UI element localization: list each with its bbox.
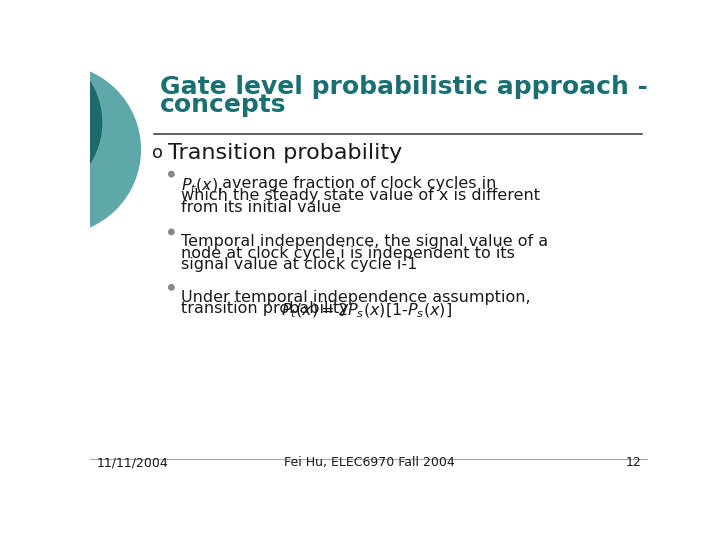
Circle shape	[0, 65, 140, 234]
Circle shape	[168, 229, 174, 234]
Text: Gate level probabilistic approach -: Gate level probabilistic approach -	[160, 76, 648, 99]
Text: $P_t(x),$: $P_t(x),$	[181, 177, 223, 195]
Text: $P_t(x)=2P_s(x)[1\text{-}P_s(x)]$: $P_t(x)=2P_s(x)[1\text{-}P_s(x)]$	[281, 301, 451, 320]
Circle shape	[168, 285, 174, 290]
Text: o: o	[152, 144, 163, 163]
Text: concepts: concepts	[160, 93, 287, 117]
Text: node at clock cycle i is independent to its: node at clock cycle i is independent to …	[181, 246, 516, 261]
Text: Fei Hu, ELEC6970 Fall 2004: Fei Hu, ELEC6970 Fall 2004	[284, 456, 454, 469]
Circle shape	[168, 171, 174, 177]
Text: which the steady state value of x is different: which the steady state value of x is dif…	[181, 188, 541, 203]
Text: Transition probability: Transition probability	[168, 143, 402, 163]
Text: 12: 12	[626, 456, 642, 469]
Text: signal value at clock cycle i-1: signal value at clock cycle i-1	[181, 257, 418, 272]
Text: from its initial value: from its initial value	[181, 200, 341, 214]
Text: Under temporal independence assumption,: Under temporal independence assumption,	[181, 289, 531, 305]
Text: 11/11/2004: 11/11/2004	[96, 456, 168, 469]
Text: average fraction of clock cycles in: average fraction of clock cycles in	[217, 177, 497, 192]
Text: transition probability: transition probability	[181, 301, 354, 316]
Text: Temporal independence, the signal value of a: Temporal independence, the signal value …	[181, 234, 549, 249]
Circle shape	[0, 45, 102, 200]
